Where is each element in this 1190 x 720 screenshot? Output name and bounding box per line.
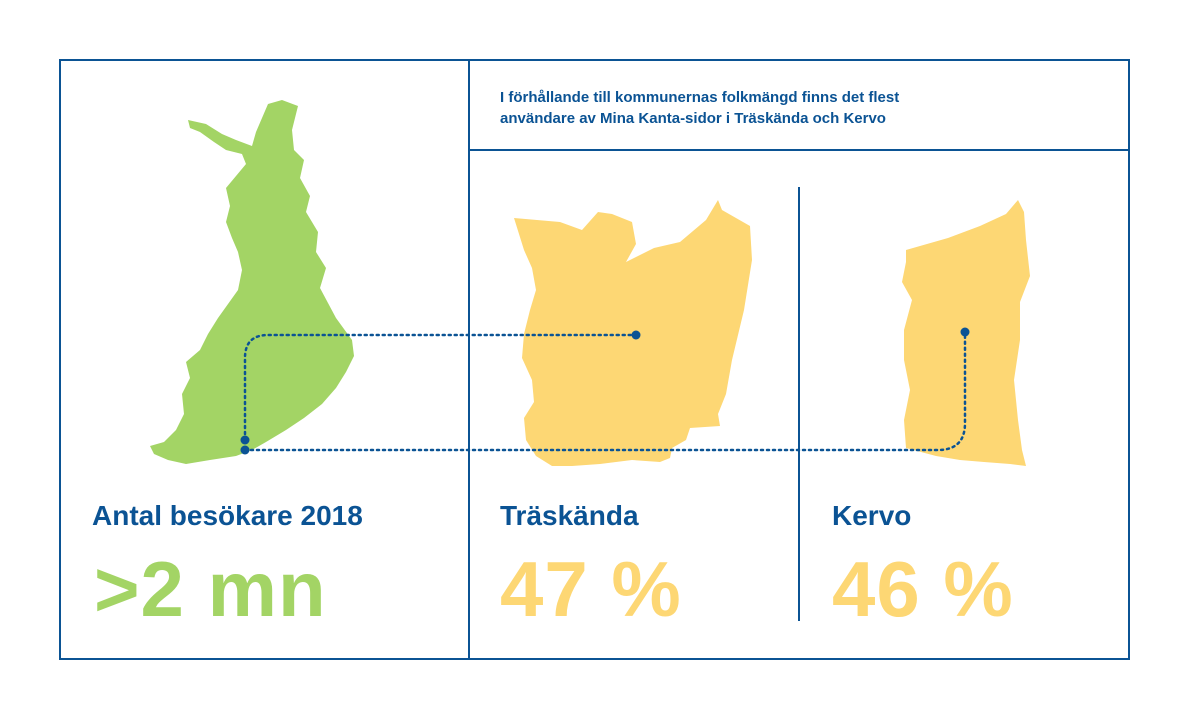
finland-map-icon [150, 100, 354, 464]
kervo-value: 46 % [832, 545, 1014, 633]
headline-line-2: användare av Mina Kanta-sidor i Träskänd… [500, 110, 886, 127]
infographic-frame [59, 59, 1130, 660]
visitors-value: >2 mn [94, 545, 327, 633]
kervo-location-dot [960, 327, 970, 337]
origin-dot-lower [240, 445, 250, 455]
connector-to-traskanda [243, 333, 638, 442]
visitors-label: Antal besökare 2018 [92, 500, 363, 531]
header-divider [468, 149, 1130, 151]
column-divider-main [468, 59, 470, 660]
connector-to-kervo [243, 330, 967, 452]
headline-line-1: I förhållande till kommunernas folkmängd… [500, 89, 900, 106]
column-divider-secondary [798, 187, 800, 621]
traskanda-label: Träskända [500, 500, 639, 531]
connector-lines [243, 330, 967, 452]
origin-dot-upper [240, 435, 250, 445]
headline: I förhållande till kommunernas folkmängd… [500, 87, 1100, 129]
kervo-label: Kervo [832, 500, 912, 531]
traskanda-value: 47 % [500, 545, 682, 633]
traskanda-location-dot [631, 330, 641, 340]
